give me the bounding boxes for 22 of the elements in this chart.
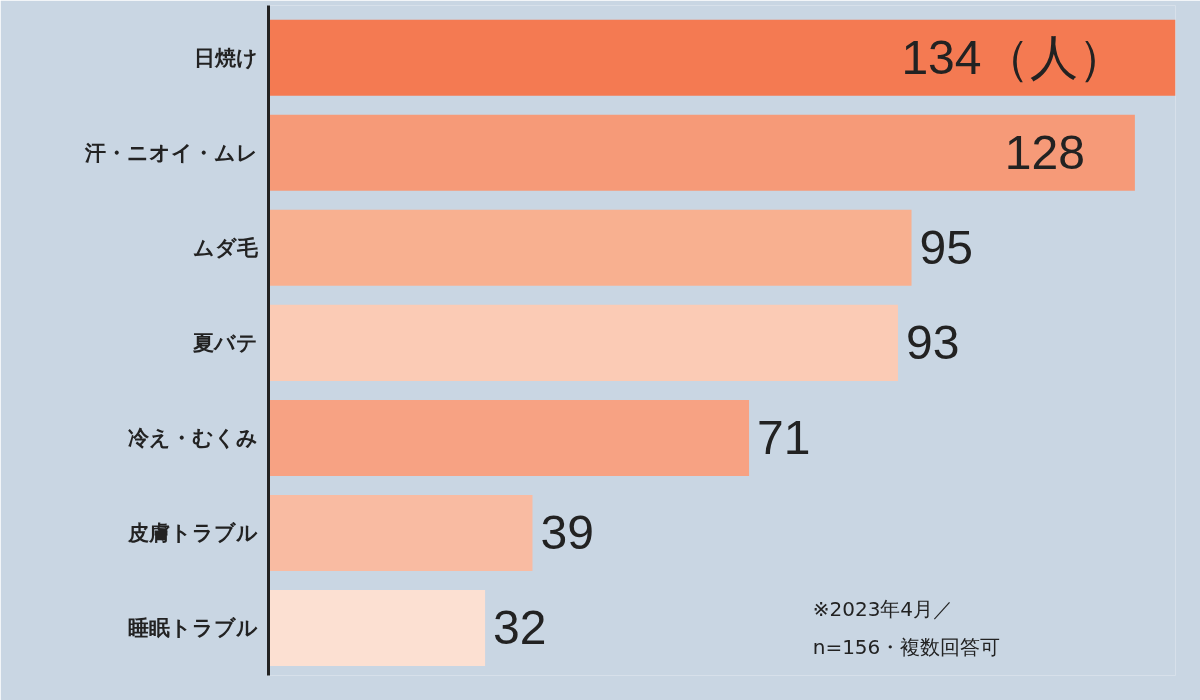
bar: [268, 589, 486, 666]
data-label: 134（人）: [901, 31, 1126, 85]
data-label: 93: [905, 316, 960, 370]
bar: [268, 304, 898, 381]
y-tick-label: 皮膚トラブル: [126, 520, 258, 545]
y-tick-label: 日焼け: [193, 45, 258, 70]
data-label: 95: [919, 221, 973, 275]
y-tick-label: 汗・ニオイ・ムレ: [83, 140, 258, 165]
bar: [268, 494, 533, 571]
data-label: 39: [540, 506, 594, 560]
y-tick-label: 冷え・むくみ: [127, 425, 258, 450]
bar: [268, 19, 1176, 96]
data-label: 128: [1004, 126, 1085, 180]
bar: [268, 114, 1135, 191]
y-tick-label: ムダ毛: [192, 235, 259, 260]
y-tick-label: 夏バテ: [191, 330, 258, 355]
data-label: 32: [493, 601, 547, 655]
annotation: ※2023年4月／ n=156・複数回答可: [812, 596, 1001, 660]
bar: [268, 209, 912, 286]
y-tick-label: 睡眠トラブル: [127, 615, 258, 640]
data-label: 71: [757, 411, 811, 465]
bar: [268, 399, 750, 476]
